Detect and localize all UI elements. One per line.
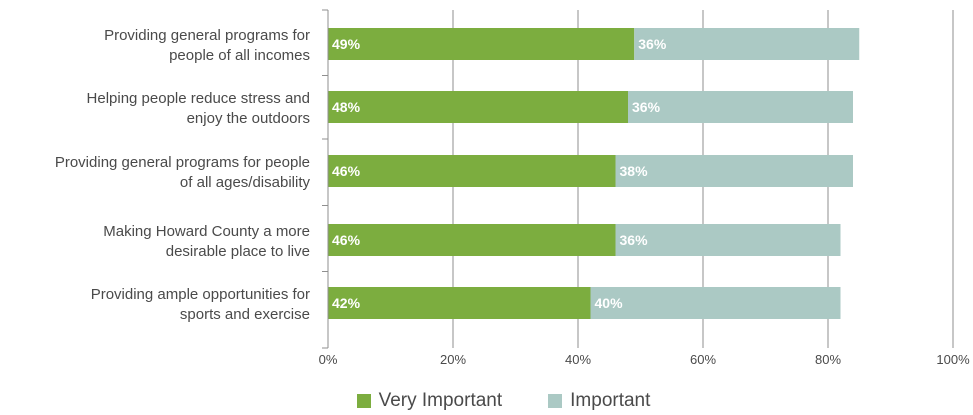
bar-important bbox=[634, 28, 860, 60]
bar-important bbox=[628, 91, 853, 123]
data-label-important: 36% bbox=[632, 99, 661, 115]
data-label-important: 36% bbox=[638, 36, 667, 52]
x-tick-label: 0% bbox=[319, 352, 338, 367]
category-label: Making Howard County a more desirable pla… bbox=[103, 223, 310, 260]
bar-very-important bbox=[328, 155, 616, 187]
category-label: Providing general programs for people of … bbox=[104, 27, 310, 64]
bar-very-important bbox=[328, 224, 616, 256]
stacked-bar-chart: 49% 36% 48% 36% 46% 38% 46% 36% 42% 40% Providing … bbox=[55, 9, 970, 367]
legend-label-very-important: Very Important bbox=[378, 390, 503, 411]
data-label-very-important: 42% bbox=[332, 295, 361, 311]
category-label: Providing ample opportunities for sports … bbox=[91, 286, 310, 323]
bar-important bbox=[615, 224, 841, 256]
bar-important bbox=[590, 287, 841, 319]
data-label-important: 40% bbox=[595, 295, 624, 311]
category-label: Helping people reduce stress and enjoy th… bbox=[87, 90, 310, 127]
legend-label-important: Important bbox=[570, 390, 651, 411]
legend-swatch-very-important bbox=[356, 394, 371, 408]
x-tick-label: 80% bbox=[815, 352, 841, 367]
data-label-very-important: 46% bbox=[332, 232, 361, 248]
legend-item-very-important: Very Important bbox=[356, 390, 503, 412]
data-label-important: 36% bbox=[620, 232, 649, 248]
bar-important bbox=[615, 155, 853, 187]
x-tick-label: 40% bbox=[565, 352, 591, 367]
legend-swatch-important bbox=[548, 394, 563, 408]
data-label-very-important: 46% bbox=[332, 163, 361, 179]
bar-very-important bbox=[328, 287, 591, 319]
x-tick-label: 60% bbox=[690, 352, 716, 367]
data-label-important: 38% bbox=[620, 163, 649, 179]
bar-very-important bbox=[328, 28, 635, 60]
legend-item-important: Important bbox=[548, 390, 650, 412]
legend: Very Important Important bbox=[0, 388, 973, 414]
x-tick-label: 20% bbox=[440, 352, 466, 367]
bar-very-important bbox=[328, 91, 628, 123]
data-label-very-important: 48% bbox=[332, 99, 361, 115]
data-label-very-important: 49% bbox=[332, 36, 361, 52]
x-tick-label: 100% bbox=[936, 352, 970, 367]
category-label: Providing general programs for people of … bbox=[55, 154, 311, 191]
